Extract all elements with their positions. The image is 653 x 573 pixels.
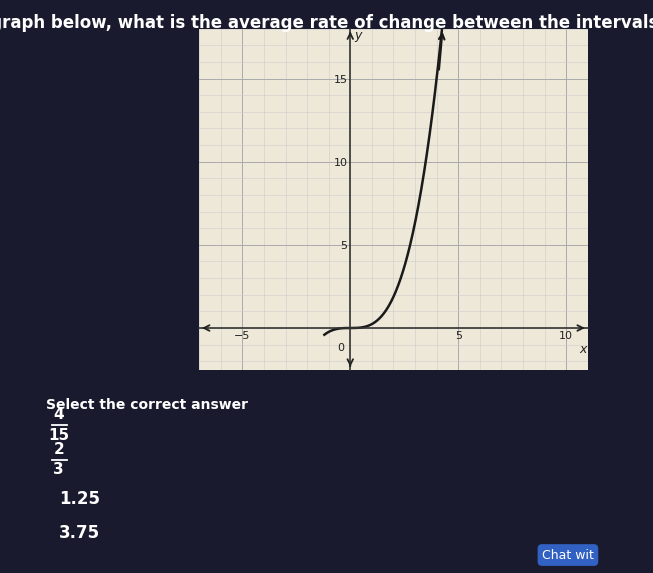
Text: y: y xyxy=(354,29,362,42)
Text: x: x xyxy=(580,343,587,356)
Text: 15: 15 xyxy=(48,428,69,443)
Text: 3.75: 3.75 xyxy=(59,524,100,542)
Text: 1.25: 1.25 xyxy=(59,489,100,508)
Text: 2: 2 xyxy=(54,442,64,457)
Text: 3: 3 xyxy=(54,462,64,477)
Text: 4: 4 xyxy=(54,407,64,422)
Text: Chat wit: Chat wit xyxy=(542,548,594,562)
Text: Using the graph below, what is the average rate of change between the intervals : Using the graph below, what is the avera… xyxy=(0,14,653,32)
Text: 0: 0 xyxy=(337,343,344,353)
Text: Select the correct answer: Select the correct answer xyxy=(46,398,247,412)
